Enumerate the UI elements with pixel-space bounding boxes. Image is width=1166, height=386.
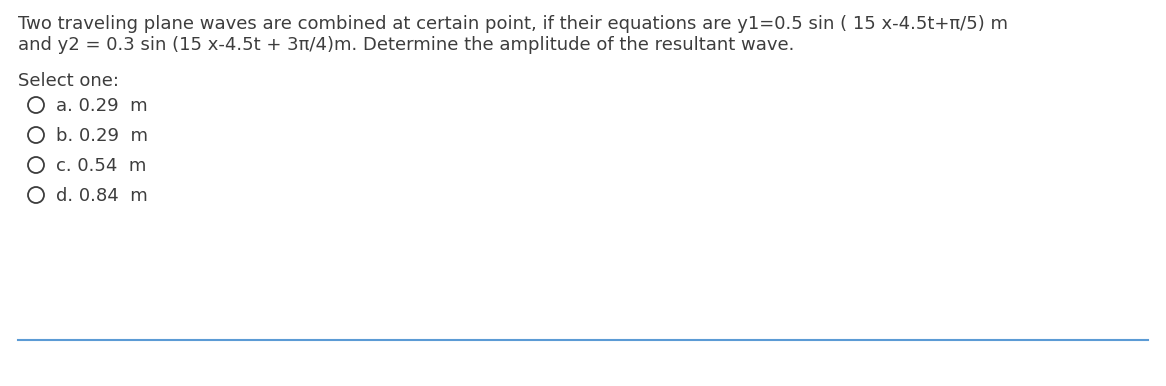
Text: and y2 = 0.3 sin (15 x-4.5t + 3π/4)m. Determine the amplitude of the resultant w: and y2 = 0.3 sin (15 x-4.5t + 3π/4)m. De… — [17, 36, 794, 54]
Text: Select one:: Select one: — [17, 72, 119, 90]
Text: Two traveling plane waves are combined at certain point, if their equations are : Two traveling plane waves are combined a… — [17, 15, 1007, 33]
Text: d. 0.84  m: d. 0.84 m — [56, 187, 148, 205]
Text: a. 0.29  m: a. 0.29 m — [56, 97, 148, 115]
Text: c. 0.54  m: c. 0.54 m — [56, 157, 147, 175]
Text: b. 0.29  m: b. 0.29 m — [56, 127, 148, 145]
